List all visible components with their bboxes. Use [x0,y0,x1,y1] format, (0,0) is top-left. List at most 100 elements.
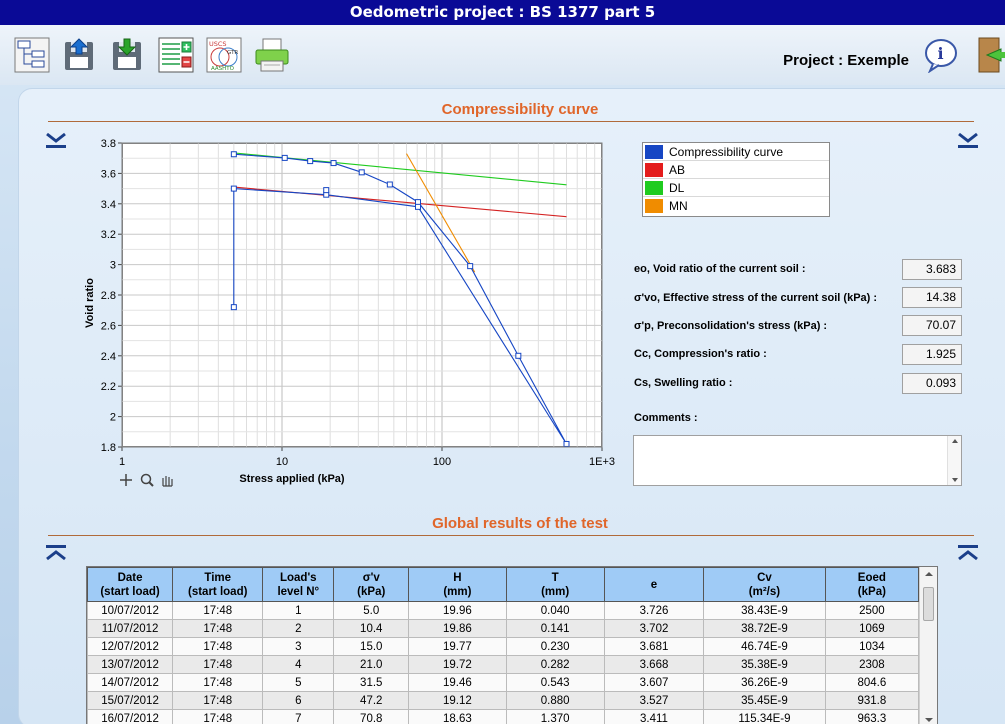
section-divider [48,535,974,536]
series-line-compressibility-curve [233,153,567,445]
series-line-mn [406,153,476,273]
y-tick-label: 2.2 [101,381,116,393]
table-cell: 11/07/2012 [87,619,174,638]
table-cell: 21.0 [333,655,410,674]
param-value-cs: 0.093 [902,373,962,394]
data-point[interactable] [358,169,365,176]
table-cell: 5.0 [333,601,410,620]
table-row[interactable]: 13/07/2012 17:48 4 21.0 19.72 0.282 3.668 35.38… [87,655,920,674]
legend-swatch [645,145,663,159]
y-tick-label: 2 [110,412,116,424]
save-download-icon[interactable] [110,37,146,73]
table-cell: 46.74E-9 [703,637,826,656]
table-row[interactable]: 14/07/2012 17:48 5 31.5 19.46 0.543 3.607 36.26… [87,673,920,692]
legend-item: AB [643,161,829,179]
x-tick-label: 1E+3 [589,456,615,468]
table-cell: 10/07/2012 [87,601,174,620]
param-label-sp: σ'p, Preconsolidation's stress (kPa) : [634,320,828,332]
info-icon[interactable]: i [923,37,959,73]
table-cell: 3.668 [603,655,705,674]
table-cell: 19.96 [408,601,507,620]
table-cell: 1.370 [505,709,605,724]
table-cell: 19.72 [408,655,507,674]
table-cell: 38.72E-9 [703,619,826,638]
compressibility-curve-title: Compressibility curve [441,101,599,118]
svg-text:AASHTO: AASHTO [211,66,235,72]
x-axis-label: Stress applied (kPa) [239,473,344,485]
project-label: Project : Exemple [783,52,909,69]
table-cell: 3 [262,637,335,656]
save-upload-icon[interactable] [62,37,98,73]
table-cell: 31.5 [333,673,410,692]
table-row[interactable]: 10/07/2012 17:48 1 5.0 19.96 0.040 3.726 38.43E… [87,601,920,620]
table-cell: 13/07/2012 [87,655,174,674]
comments-field[interactable] [633,435,962,486]
col-header-e[interactable]: e [603,567,705,602]
classification-uscs-gtr-aashto-icon[interactable]: USCS GTR AASHTO [206,37,242,73]
table-cell: 19.77 [408,637,507,656]
comments-scrollbar[interactable] [947,436,961,485]
compressibility-chart: 3.8 3.6 3.4 3.2 3 2.8 2.6 2.4 2.2 2 1.81 10 100 1E+3 S… [84,138,615,485]
col-header-t[interactable]: T (mm) [505,567,605,602]
data-point[interactable] [415,203,422,210]
data-point[interactable] [330,160,337,167]
chart-legend: Compressibility curve AB DL MN [642,142,830,217]
table-cell: 6 [262,691,335,710]
table-cell: 115.34E-9 [703,709,826,724]
table-row[interactable]: 16/07/2012 17:48 7 70.8 18.63 1.370 3.411 115.3… [87,709,920,724]
data-point[interactable] [281,154,288,161]
table-edit-icon[interactable] [158,37,194,73]
data-point[interactable] [307,158,314,165]
table-scrollbar-thumb[interactable] [923,587,934,621]
table-cell: 19.46 [408,673,507,692]
data-point[interactable] [230,304,237,311]
toolbar: USCS GTR AASHTO i [0,25,1005,85]
table-scrollbar[interactable] [919,567,937,724]
legend-swatch [645,163,663,177]
table-row[interactable]: 15/07/2012 17:48 6 47.2 19.12 0.880 3.527 35.45… [87,691,920,710]
col-header-time[interactable]: Time (start load) [172,567,264,602]
x-tick-label: 1 [119,456,125,468]
results-table-container: Date (start load) Time (start load) Load's… [86,566,938,724]
zoom-icon[interactable] [140,473,154,487]
data-point[interactable] [515,352,522,359]
collapse-down-left-icon[interactable] [44,131,68,151]
table-row[interactable]: 12/07/2012 17:48 3 15.0 19.77 0.230 3.681 46.74… [87,637,920,656]
table-cell: 963.3 [824,709,920,724]
table-cell: 12/07/2012 [87,637,174,656]
param-label-cs: Cs, Swelling ratio : [634,377,733,389]
collapse-down-right-icon[interactable] [956,131,980,151]
collapse-up-right-icon[interactable] [956,542,980,562]
table-cell: 14/07/2012 [87,673,174,692]
data-point[interactable] [323,187,330,194]
col-header-sigma-v[interactable]: σ'v (kPa) [333,567,410,602]
col-header-eoed[interactable]: Eoed (kPa) [824,567,920,602]
table-row[interactable]: 11/07/2012 17:48 2 10.4 19.86 0.141 3.702 38.72… [87,619,920,638]
plot-frame [121,142,603,448]
tree-view-icon[interactable] [14,37,50,73]
col-header-h[interactable]: H (mm) [408,567,507,602]
y-tick-label: 2.8 [101,290,116,302]
pan-hand-icon[interactable] [162,476,173,487]
col-header-load-level[interactable]: Load's level N° [262,567,335,602]
data-point[interactable] [230,151,237,158]
table-cell: 10.4 [333,619,410,638]
print-icon[interactable] [254,37,290,73]
table-cell: 0.880 [505,691,605,710]
data-point[interactable] [230,185,237,192]
table-cell: 17:48 [172,637,264,656]
collapse-up-left-icon[interactable] [44,542,68,562]
data-point[interactable] [563,440,570,447]
data-point[interactable] [386,181,393,188]
data-point[interactable] [467,263,474,270]
y-tick-label: 3.6 [101,168,116,180]
col-header-date[interactable]: Date (start load) [87,567,174,602]
table-cell: 2 [262,619,335,638]
col-header-cv[interactable]: Cv (m²/s) [703,567,826,602]
legend-item: DL [643,179,829,197]
exit-icon[interactable] [971,37,1005,73]
table-cell: 5 [262,673,335,692]
legend-label: DL [669,181,685,195]
y-tick-label: 1.8 [101,442,116,454]
crosshair-icon[interactable] [120,474,132,486]
